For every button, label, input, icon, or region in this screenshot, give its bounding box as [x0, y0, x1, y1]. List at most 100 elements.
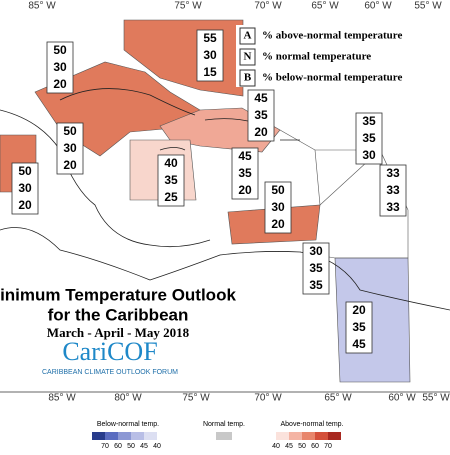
colorbar: Below-normal temp. Normal temp. Above-norm…: [92, 421, 344, 450]
region-value: 33: [386, 200, 400, 214]
region-value: 50: [271, 183, 285, 197]
legend-text: % above-normal temperature: [262, 30, 402, 42]
colorbar-swatch: [105, 432, 118, 440]
legend-key: N: [244, 51, 252, 63]
colorbar-swatch: [131, 432, 144, 440]
region-value: 50: [53, 43, 67, 57]
region-value: 20: [18, 198, 32, 212]
region-value: 20: [352, 303, 366, 317]
region-value: 25: [164, 190, 178, 204]
region-value: 35: [164, 173, 178, 187]
legend-box: [236, 25, 412, 87]
region-box: [247, 89, 275, 142]
region-value: 30: [203, 48, 217, 62]
colorbar-tick: 70: [324, 443, 332, 450]
longitude-label: 75° W: [174, 1, 202, 12]
colorbar-swatch: [302, 432, 315, 440]
region-value: 35: [362, 131, 376, 145]
colorbar-title: Normal temp.: [203, 421, 245, 428]
colorbar-tick: 60: [311, 443, 319, 450]
region-value: 33: [386, 183, 400, 197]
region-box: [379, 164, 407, 217]
region-value: 20: [254, 125, 268, 139]
colorbar-swatch: [315, 432, 328, 440]
longitude-label: 70° W: [254, 1, 282, 12]
legend-key-box: [239, 48, 256, 66]
region-value: 55: [203, 31, 217, 45]
region-value: 30: [362, 148, 376, 162]
colorbar-tick: 60: [114, 443, 122, 450]
colorbar-swatch: [289, 432, 302, 440]
legend-text: % normal temperature: [262, 51, 371, 63]
region-value: 45: [352, 337, 366, 351]
longitude-label: 60° W: [364, 1, 392, 12]
region-box: [196, 29, 224, 82]
region-value: 20: [271, 217, 285, 231]
colorbar-swatch: [276, 432, 289, 440]
region-value: 35: [254, 108, 268, 122]
region-border: [314, 149, 381, 206]
longitude-label: 65° W: [324, 393, 352, 404]
colorbar-swatch: [216, 432, 232, 440]
longitude-labels: 85° W 75° W 70° W 65° W 60° W 55° W 85° W 80° W…: [28, 1, 450, 404]
region-labels: 5530155030205030204535204035254535203535…: [11, 29, 407, 354]
region-value: 45: [254, 91, 268, 105]
region-value: 30: [18, 181, 32, 195]
colorbar-tick: 45: [140, 443, 148, 450]
region-box: [11, 162, 39, 215]
region-value: 40: [164, 156, 178, 170]
region-box: [56, 122, 84, 175]
map-title: inimum Temperature Outlook: [0, 285, 236, 304]
region-box: [302, 242, 330, 295]
colorbar-tick: 70: [101, 443, 109, 450]
longitude-label: 85° W: [48, 393, 76, 404]
region-value: 20: [238, 183, 252, 197]
map-subtitle: for the Caribbean: [48, 305, 189, 324]
legend-key: A: [244, 30, 252, 42]
longitude-label: 55° W: [414, 1, 442, 12]
legend-key-box: [239, 27, 256, 45]
region-value: 35: [352, 320, 366, 334]
region-value: 35: [309, 261, 323, 275]
region-value: 35: [309, 278, 323, 292]
legend-key-box: [239, 69, 256, 87]
region-value: 50: [18, 164, 32, 178]
logo-caption: CARIBBEAN CLIMATE OUTLOOK FORUM: [42, 369, 178, 376]
longitude-label: 65° W: [311, 1, 339, 12]
region-box: [345, 301, 373, 354]
region-value: 35: [238, 166, 252, 180]
colorbar-swatch: [328, 432, 341, 440]
longitude-label: 70° W: [254, 393, 282, 404]
colorbar-tick: 40: [153, 443, 161, 450]
region-value: 30: [309, 244, 323, 258]
region-value: 33: [386, 166, 400, 180]
region-value: 45: [238, 149, 252, 163]
region-value: 20: [63, 158, 77, 172]
logo: CariCOF: [62, 337, 157, 366]
region-value: 15: [203, 65, 217, 79]
region-value: 20: [53, 77, 67, 91]
longitude-label: 85° W: [28, 1, 56, 12]
colorbar-tick: 50: [298, 443, 306, 450]
legend-text: % below-normal temperature: [262, 72, 402, 84]
region-value: 30: [53, 60, 67, 74]
colorbar-swatch: [118, 432, 131, 440]
legend: A % above-normal temperature N % normal tem…: [239, 27, 402, 87]
region-box: [231, 147, 259, 200]
region-box: [46, 41, 74, 94]
longitude-label: 75° W: [182, 393, 210, 404]
longitude-label: 55° W: [422, 393, 450, 404]
longitude-label: 80° W: [114, 393, 142, 404]
island-outline: [59, 88, 300, 151]
colorbar-tick: 45: [285, 443, 293, 450]
colorbar-swatch: [144, 432, 157, 440]
colorbar-swatch: [92, 432, 105, 440]
colorbar-tick: 50: [127, 443, 135, 450]
region-box: [264, 181, 292, 234]
region-value: 30: [63, 141, 77, 155]
region-value: 35: [362, 114, 376, 128]
colorbar-tick: 40: [272, 443, 280, 450]
longitude-label: 60° W: [388, 393, 416, 404]
colorbar-title: Above-normal temp.: [280, 421, 343, 428]
